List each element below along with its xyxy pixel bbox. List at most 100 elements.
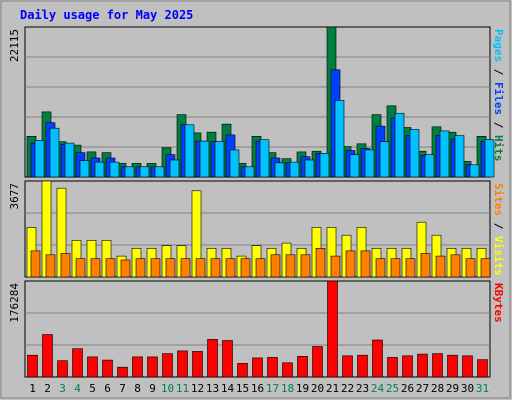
bar-kbytes-19 bbox=[297, 355, 308, 378]
bar-kbytes-26 bbox=[402, 355, 413, 378]
bar-sites-30 bbox=[465, 258, 476, 278]
legend-part-2: / bbox=[492, 62, 505, 82]
x-tick-label-19: 19 bbox=[296, 382, 309, 395]
bar-pages-9 bbox=[154, 166, 165, 178]
x-tick-label-18: 18 bbox=[281, 382, 294, 395]
x-tick-label-5: 5 bbox=[89, 382, 96, 395]
bar-sites-15 bbox=[240, 258, 251, 278]
bar-sites-10 bbox=[165, 258, 176, 278]
bar-kbytes-6 bbox=[102, 359, 113, 378]
series-legend: KBytes bbox=[492, 283, 505, 323]
x-tick-label-4: 4 bbox=[74, 382, 81, 395]
x-tick-label-16: 16 bbox=[251, 382, 264, 395]
bar-sites-31 bbox=[480, 258, 491, 278]
bar-kbytes-5 bbox=[87, 356, 98, 378]
bar-sites-6 bbox=[105, 258, 116, 278]
bar-kbytes-15 bbox=[237, 363, 248, 378]
legend-part-2: / bbox=[492, 216, 505, 236]
bar-sites-28 bbox=[435, 255, 446, 278]
x-tick-label-30: 30 bbox=[461, 382, 474, 395]
legend-part-4: / bbox=[492, 115, 505, 135]
bar-kbytes-4 bbox=[72, 348, 83, 378]
bar-pages-10 bbox=[169, 159, 180, 178]
bar-kbytes-12 bbox=[192, 351, 203, 378]
chart-panel-2: 3677 Sites / Visits bbox=[8, 180, 505, 278]
bar-sites-14 bbox=[225, 258, 236, 278]
bar-sites-9 bbox=[150, 258, 161, 278]
x-tick-label-2: 2 bbox=[44, 382, 51, 395]
x-tick-label-3: 3 bbox=[59, 382, 66, 395]
bar-sites-19 bbox=[300, 254, 311, 278]
bar-kbytes-20 bbox=[312, 346, 323, 378]
bar-kbytes-30 bbox=[462, 355, 473, 378]
bar-pages-26 bbox=[409, 129, 420, 178]
x-tick-label-14: 14 bbox=[221, 382, 235, 395]
x-tick-label-17: 17 bbox=[266, 382, 279, 395]
bar-pages-24 bbox=[379, 141, 390, 178]
x-tick-label-31: 31 bbox=[476, 382, 489, 395]
bar-pages-8 bbox=[139, 166, 150, 178]
bar-pages-1 bbox=[34, 140, 45, 178]
bar-kbytes-29 bbox=[447, 354, 458, 378]
bar-sites-11 bbox=[180, 258, 191, 278]
y-max-label: 176284 bbox=[8, 283, 21, 323]
chart-panel-3: 176284 KBytes bbox=[8, 280, 505, 378]
bar-kbytes-22 bbox=[342, 355, 353, 378]
bar-sites-21 bbox=[330, 255, 341, 278]
x-tick-label-12: 12 bbox=[191, 382, 204, 395]
bar-pages-12 bbox=[199, 140, 210, 178]
bar-pages-21 bbox=[334, 100, 345, 178]
bar-kbytes-24 bbox=[372, 339, 383, 378]
bar-kbytes-25 bbox=[387, 357, 398, 378]
x-tick-label-8: 8 bbox=[134, 382, 141, 395]
legend-part-3: Visits bbox=[492, 236, 505, 276]
x-tick-label-10: 10 bbox=[161, 382, 174, 395]
x-tick-label-7: 7 bbox=[119, 382, 126, 395]
y-max-label: 3677 bbox=[8, 183, 21, 210]
bar-pages-11 bbox=[184, 124, 195, 178]
bar-sites-13 bbox=[210, 258, 221, 278]
bar-pages-16 bbox=[259, 139, 270, 178]
bar-pages-5 bbox=[94, 161, 105, 178]
bar-kbytes-14 bbox=[222, 340, 233, 378]
bar-sites-7 bbox=[120, 259, 131, 278]
legend-part-5: Hits bbox=[492, 135, 505, 162]
bar-kbytes-10 bbox=[162, 353, 173, 378]
x-tick-label-9: 9 bbox=[149, 382, 156, 395]
bar-kbytes-18 bbox=[282, 362, 293, 378]
x-tick-label-21: 21 bbox=[326, 382, 339, 395]
bar-sites-1 bbox=[30, 250, 41, 278]
bar-pages-27 bbox=[424, 154, 435, 178]
bar-sites-5 bbox=[90, 258, 101, 278]
bar-pages-6 bbox=[109, 161, 120, 178]
bar-sites-8 bbox=[135, 258, 146, 278]
bar-kbytes-28 bbox=[432, 353, 443, 378]
bar-kbytes-7 bbox=[117, 366, 128, 378]
bar-sites-26 bbox=[405, 258, 416, 278]
bar-pages-25 bbox=[394, 112, 405, 178]
x-tick-label-6: 6 bbox=[104, 382, 111, 395]
bar-pages-17 bbox=[274, 162, 285, 178]
bar-kbytes-3 bbox=[57, 360, 68, 378]
bar-kbytes-8 bbox=[132, 356, 143, 378]
legend-part-1: KBytes bbox=[492, 283, 505, 323]
bar-kbytes-23 bbox=[357, 354, 368, 378]
bar-kbytes-11 bbox=[177, 350, 188, 378]
legend-part-3: Files bbox=[492, 82, 505, 115]
bar-pages-7 bbox=[124, 166, 135, 178]
bar-pages-30 bbox=[469, 164, 480, 178]
bar-kbytes-21 bbox=[327, 280, 338, 378]
x-tick-label-27: 27 bbox=[416, 382, 429, 395]
bar-sites-22 bbox=[345, 250, 356, 278]
x-tick-label-15: 15 bbox=[236, 382, 249, 395]
x-tick-label-26: 26 bbox=[401, 382, 414, 395]
bar-sites-25 bbox=[390, 258, 401, 278]
x-tick-label-13: 13 bbox=[206, 382, 219, 395]
bar-sites-27 bbox=[420, 253, 431, 278]
bar-pages-23 bbox=[364, 149, 375, 178]
bar-sites-18 bbox=[285, 254, 296, 278]
x-tick-label-24: 24 bbox=[371, 382, 385, 395]
x-tick-label-29: 29 bbox=[446, 382, 459, 395]
